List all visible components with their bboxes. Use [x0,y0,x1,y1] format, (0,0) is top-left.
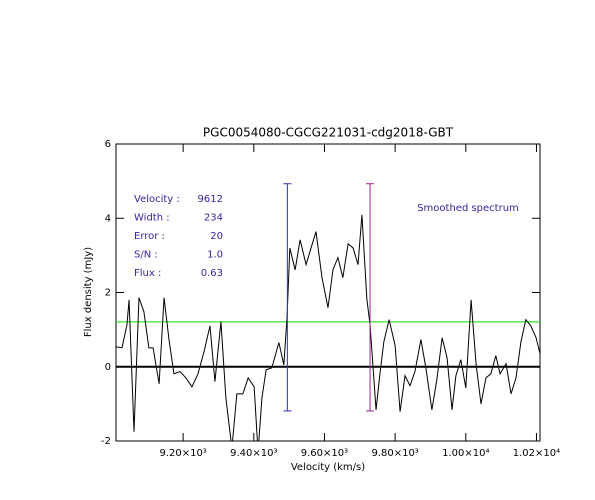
chart-title: PGC0054080-CGCG221031-cdg2018-GBT [203,126,454,140]
y-tick-label: 2 [105,288,111,299]
x-tick-label: 9.60×10³ [301,448,348,459]
stat-label: Flux : [134,268,161,279]
stat-label: Width : [134,213,170,224]
y-tick-label: 4 [105,213,111,224]
stat-label: Error : [134,231,165,242]
stat-label: S/N : [134,250,158,261]
x-tick-label: 9.40×10³ [230,448,277,459]
x-tick-label: 9.80×10³ [371,448,418,459]
stat-value: 9612 [198,194,223,205]
annotation: Smoothed spectrum [417,203,519,214]
stat-value: 234 [204,213,223,224]
spectrum-line [116,214,540,441]
plot-frame [115,143,541,442]
y-tick-label: -2 [101,436,111,447]
x-tick-label: 1.02×10⁴ [513,448,560,459]
y-tick-label: 0 [105,362,111,373]
x-tick-label: 1.00×10⁴ [442,448,489,459]
y-tick-label: 6 [105,139,111,150]
stat-value: 20 [210,231,223,242]
stat-label: Velocity : [134,194,180,205]
y-axis-label: Flux density (mJy) [83,247,94,337]
stat-value: 0.63 [201,268,223,279]
stat-value: 1.0 [207,250,223,261]
x-tick-label: 9.20×10³ [159,448,206,459]
x-axis-label: Velocity (km/s) [291,462,365,473]
